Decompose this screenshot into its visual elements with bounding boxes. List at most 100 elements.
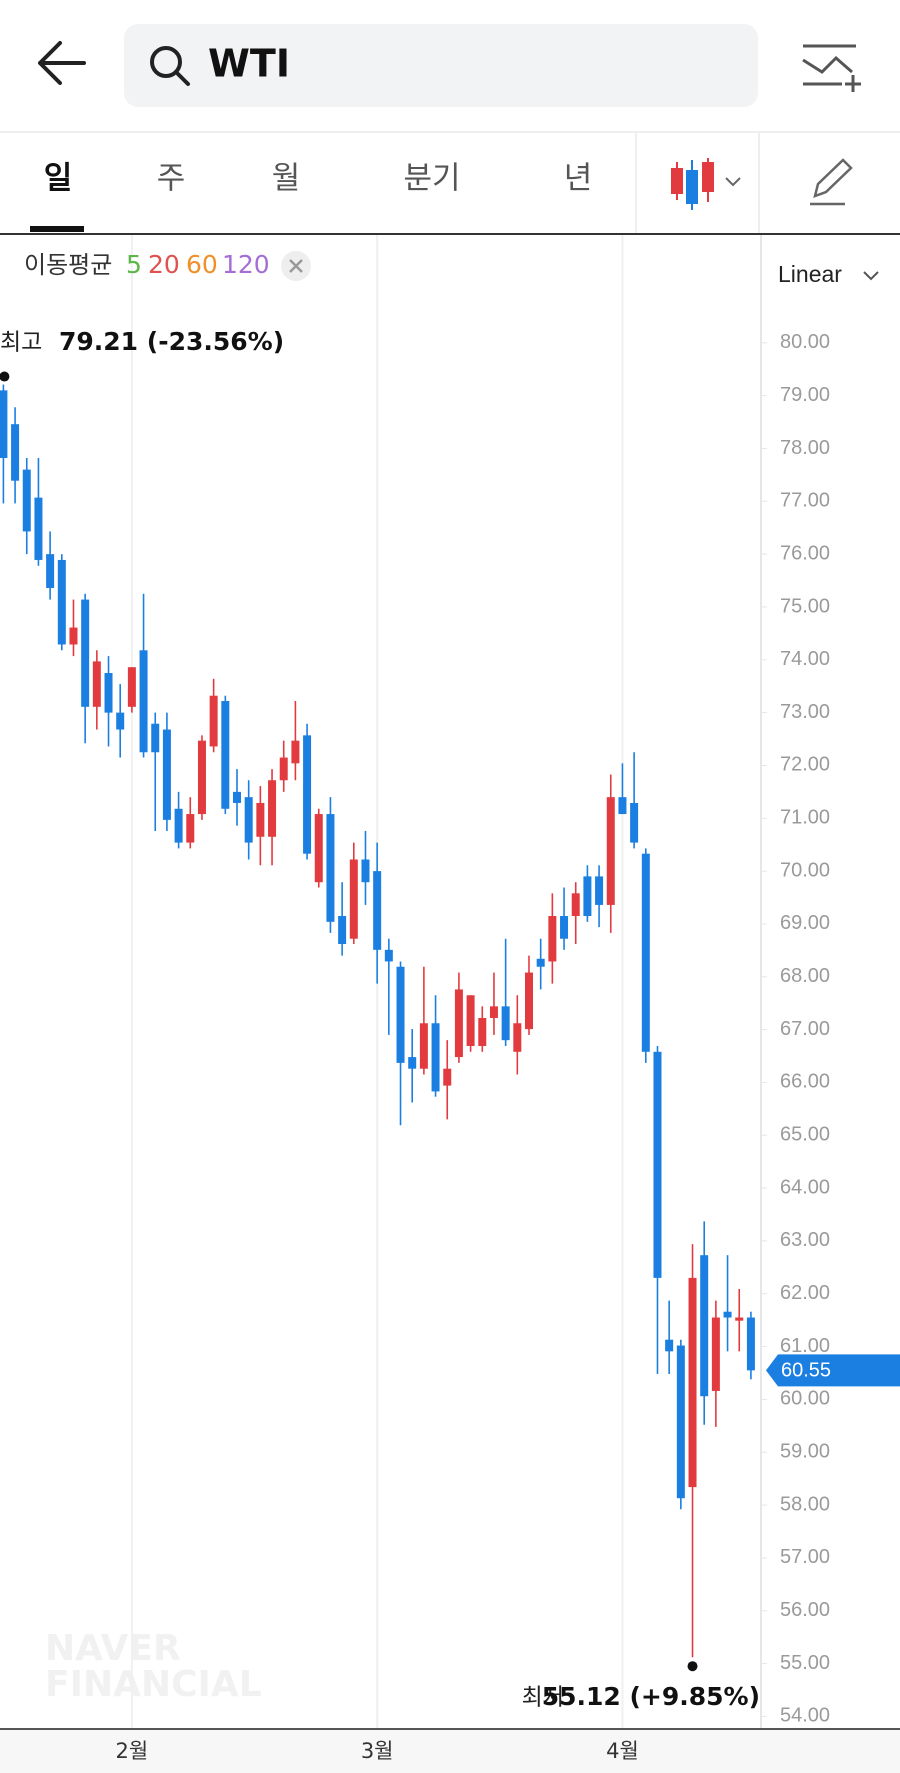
scale-label: Linear [778,261,842,287]
candle-body [291,740,300,764]
y-tick-label: 78.00 [780,437,830,459]
x-tick-label: 4월 [606,1739,639,1763]
chevron [863,271,879,281]
tab[interactable]: 일 [44,161,73,197]
candle-body [104,673,113,713]
high-label: 최고 [0,330,42,356]
watermark: FINANCIAL [45,1664,262,1705]
y-tick-label: 70.00 [780,859,830,881]
y-tick-label: 54.00 [780,1705,830,1727]
icon-body [686,170,698,204]
y-tick-label: 80.00 [780,331,830,353]
candle-body [606,797,615,905]
y-tick-label: 64.00 [780,1176,830,1198]
candle-body [256,802,265,837]
candle-body [69,627,78,645]
tab[interactable]: 년 [564,161,593,197]
candle-body [373,871,382,950]
scale-dropdown[interactable]: Linear [778,261,879,287]
candle-body [419,1023,428,1069]
high-marker [0,371,10,382]
icon-body [702,162,714,192]
y-tick-label: 67.00 [780,1018,830,1040]
back-button[interactable] [38,41,86,85]
y-tick-label: 76.00 [780,542,830,564]
y-tick-label: 55.00 [780,1652,830,1674]
candle-body [735,1317,744,1321]
plot [0,235,755,1728]
chart-type-button[interactable] [671,158,741,210]
y-tick-label: 66.00 [780,1071,830,1093]
candle-body [396,966,405,1063]
legend-entry: 20 [148,250,180,279]
tab[interactable]: 주 [157,161,186,197]
search-text: WTI [208,42,290,86]
candle-body [0,390,8,458]
x-tick-label: 2월 [116,1739,149,1763]
icon-body [671,168,683,194]
candle-body [174,808,183,843]
y-tick-label: 63.00 [780,1229,830,1251]
candle-body [466,995,475,1046]
candle-body [326,814,335,922]
search-box[interactable] [124,24,758,107]
candle-body [665,1339,674,1352]
last-price-label: 60.55 [781,1360,831,1382]
last-price-tag [766,1354,900,1387]
y-tick-label: 75.00 [780,595,830,617]
candle-body [81,599,90,707]
close-x [289,259,303,273]
legend-entry: 120 [222,250,270,279]
candle-body [268,780,277,837]
x-tick-label: 3월 [361,1739,394,1763]
candle-body [116,712,125,730]
candle-body [197,740,206,815]
candle-body [431,1023,440,1092]
period-tabs: 일 주 월 분기 년 [44,161,593,197]
draw-button[interactable] [810,158,853,206]
candle-body [700,1255,709,1397]
candle-body [723,1311,732,1318]
candle-body [571,893,580,917]
search-icon-handle [174,70,190,86]
chevron [725,177,741,187]
y-tick-label: 74.00 [780,648,830,670]
candle-body [361,859,370,883]
candle-body [688,1277,697,1488]
y-tick-label: 59.00 [780,1441,830,1463]
tab[interactable]: 분기 [403,161,460,197]
tab[interactable]: 월 [272,161,301,197]
legend-close[interactable] [281,251,311,281]
candle-body [233,791,241,803]
candle-body [583,876,592,917]
candle-body [443,1068,452,1086]
search-icon [150,46,182,78]
candle-body [711,1317,720,1391]
candle-body [162,729,171,820]
candle-body [454,989,463,1058]
candle-body [560,916,569,939]
low-label: 최저 [522,1685,564,1711]
y-tick-label: 69.00 [780,912,830,934]
compare-button[interactable] [802,44,861,92]
compare-icon [802,44,861,92]
candle-body [244,797,253,843]
candle-body [46,554,55,588]
y-tick-label: 79.00 [780,384,830,406]
candle-body [618,797,627,815]
candle-body [11,424,20,481]
legend-entry: 5 [126,250,142,279]
candle-body [186,814,195,843]
y-tick-label: 73.00 [780,701,830,723]
y-tick-label: 65.00 [780,1124,830,1146]
y-tick-label: 57.00 [780,1546,830,1568]
candle-body [279,757,288,781]
low-text: 55.12 (+9.85%) [542,1682,760,1711]
y-tick-label: 77.00 [780,490,830,512]
candle-body [525,972,533,1030]
candle-body [746,1317,755,1371]
candle-body [151,723,160,753]
high-text: 79.21 (-23.56%) [59,327,284,356]
active-tab-underline [30,226,84,232]
